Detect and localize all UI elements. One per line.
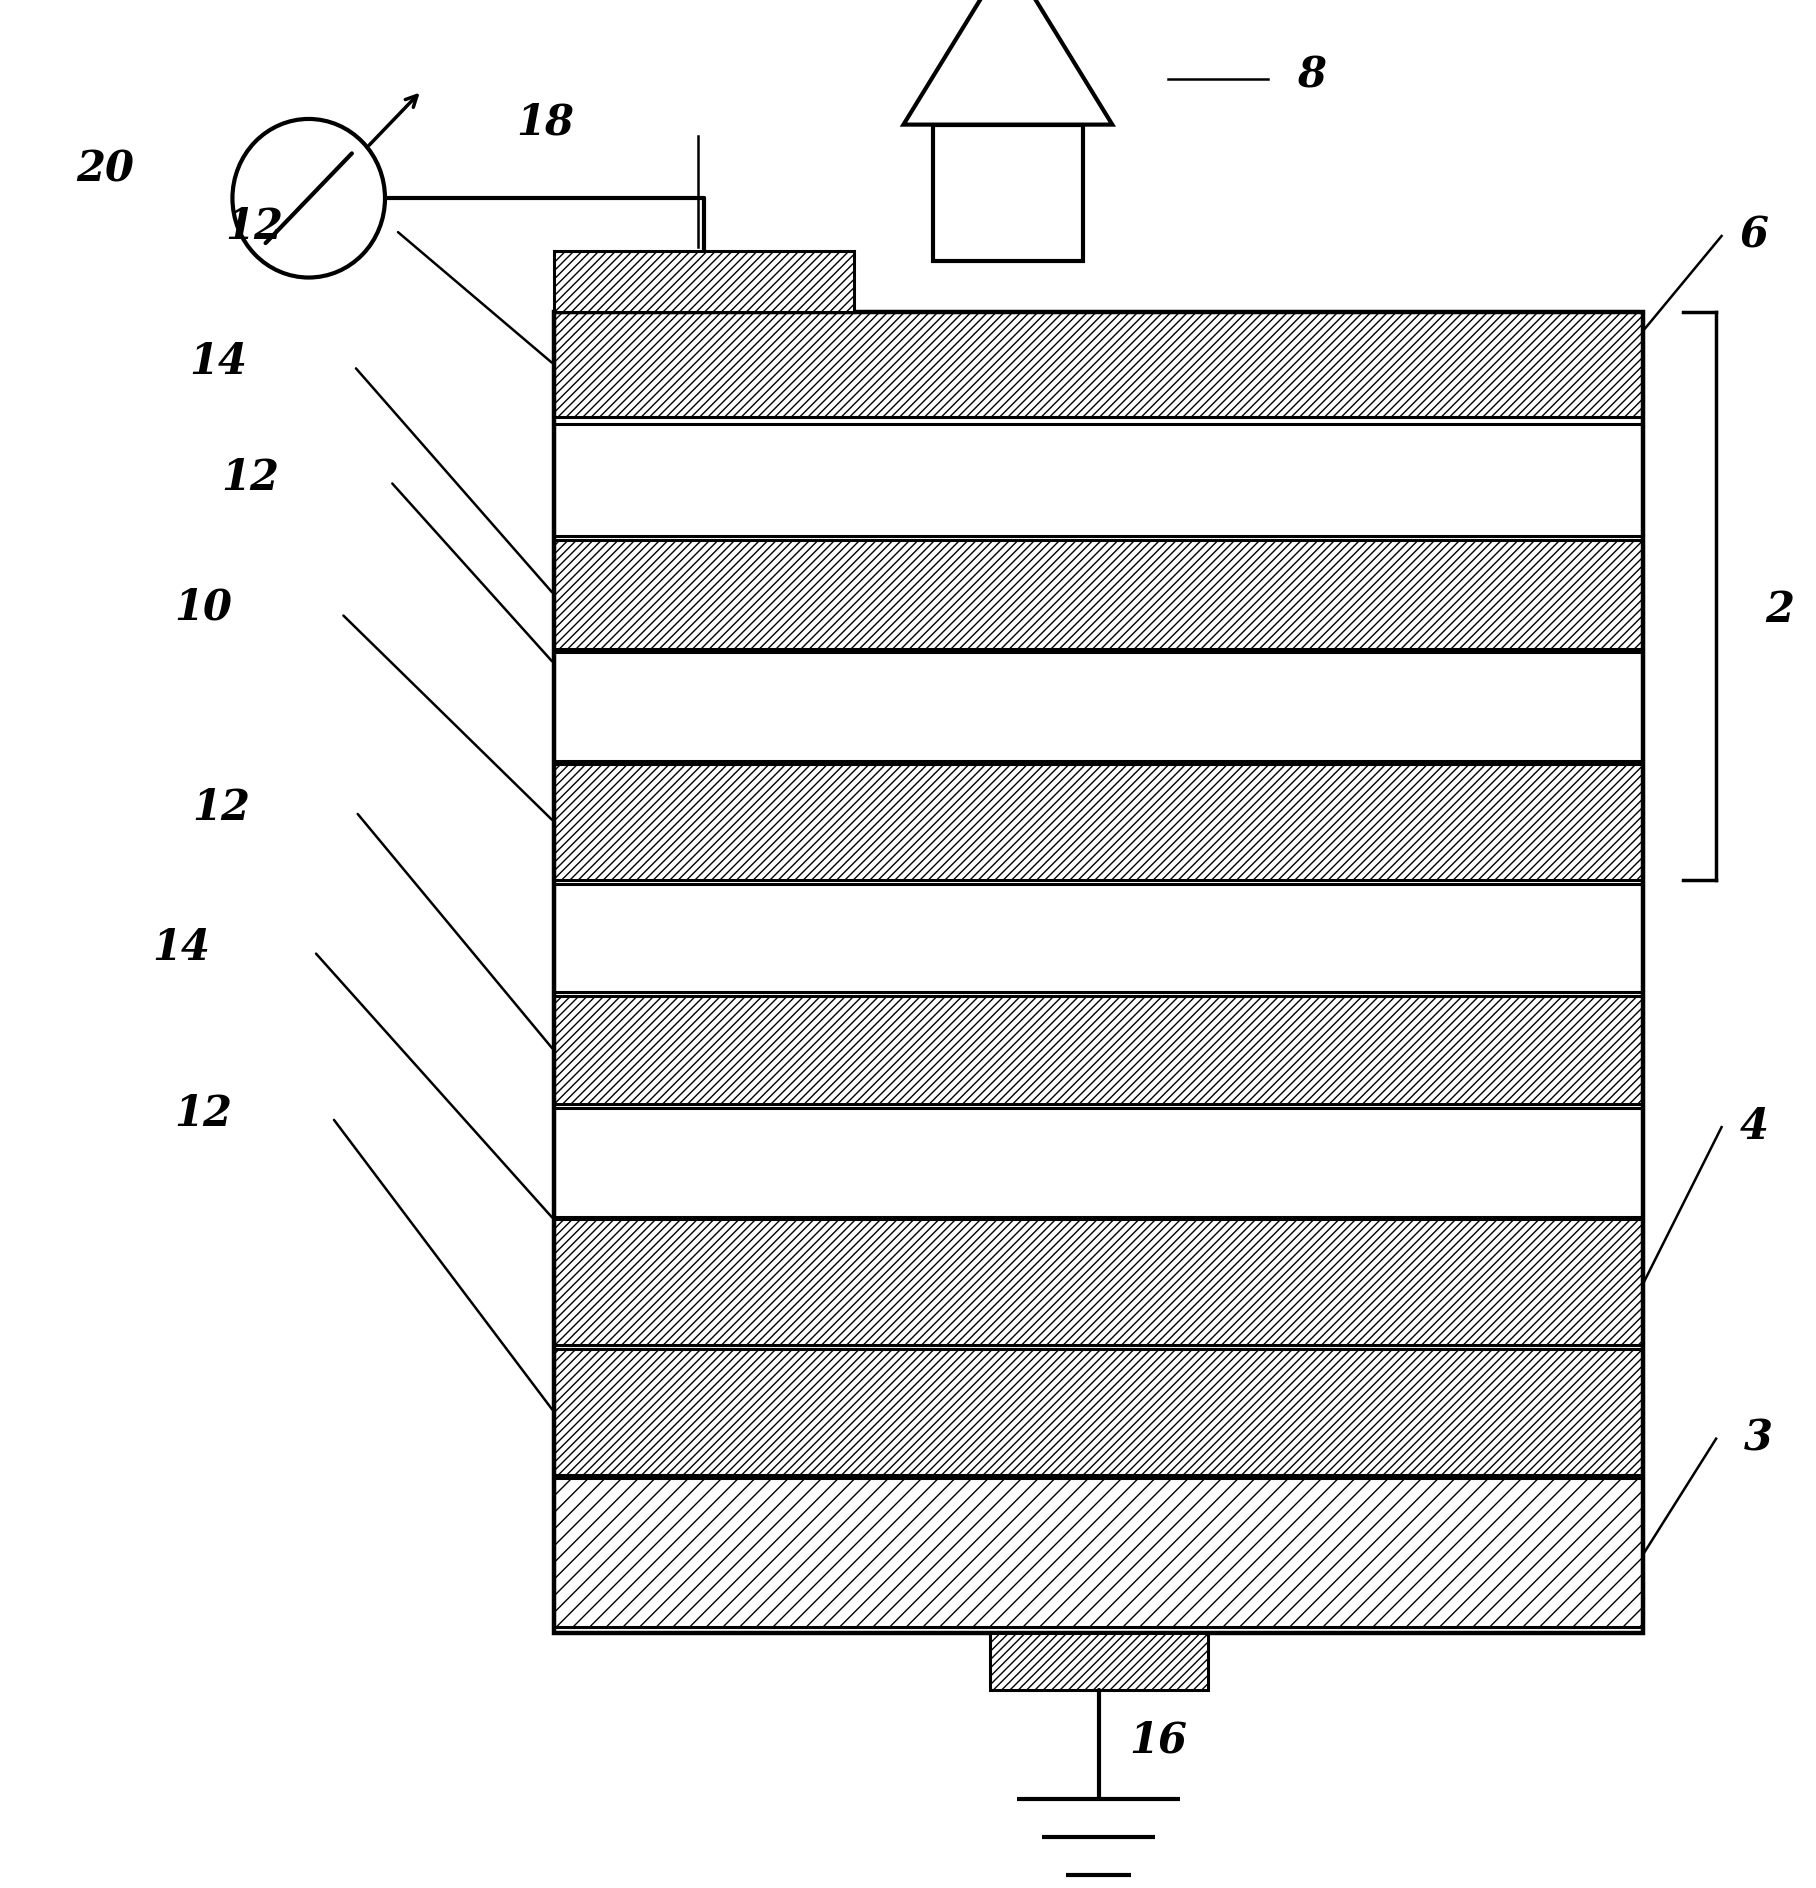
Text: 20: 20 xyxy=(76,149,134,191)
Text: 10: 10 xyxy=(174,587,232,629)
Bar xyxy=(933,125,1082,261)
Bar xyxy=(554,251,854,312)
Bar xyxy=(554,997,1643,1104)
Polygon shape xyxy=(904,0,1111,125)
Bar xyxy=(554,425,1643,536)
Bar xyxy=(554,540,1643,649)
Text: 4: 4 xyxy=(1740,1106,1769,1148)
Bar xyxy=(554,1478,1643,1626)
Text: 14: 14 xyxy=(189,342,247,383)
Text: 16: 16 xyxy=(1130,1720,1188,1762)
Text: 12: 12 xyxy=(225,206,283,247)
Text: 2: 2 xyxy=(1765,589,1794,631)
Bar xyxy=(554,1108,1643,1218)
Bar xyxy=(554,884,1643,993)
Bar xyxy=(554,312,1643,1633)
Text: 8: 8 xyxy=(1297,55,1326,96)
Bar xyxy=(554,1350,1643,1475)
Text: 6: 6 xyxy=(1740,215,1769,257)
Bar xyxy=(554,653,1643,761)
Bar xyxy=(990,1633,1208,1690)
Bar xyxy=(554,1220,1643,1344)
Bar xyxy=(554,312,1643,417)
Bar xyxy=(554,763,1643,880)
Text: 14: 14 xyxy=(153,927,211,969)
Text: 12: 12 xyxy=(174,1093,232,1135)
Text: 3: 3 xyxy=(1743,1418,1772,1459)
Circle shape xyxy=(232,119,385,278)
Text: 12: 12 xyxy=(222,457,280,498)
Text: 18: 18 xyxy=(516,102,574,143)
Text: 12: 12 xyxy=(192,787,251,829)
